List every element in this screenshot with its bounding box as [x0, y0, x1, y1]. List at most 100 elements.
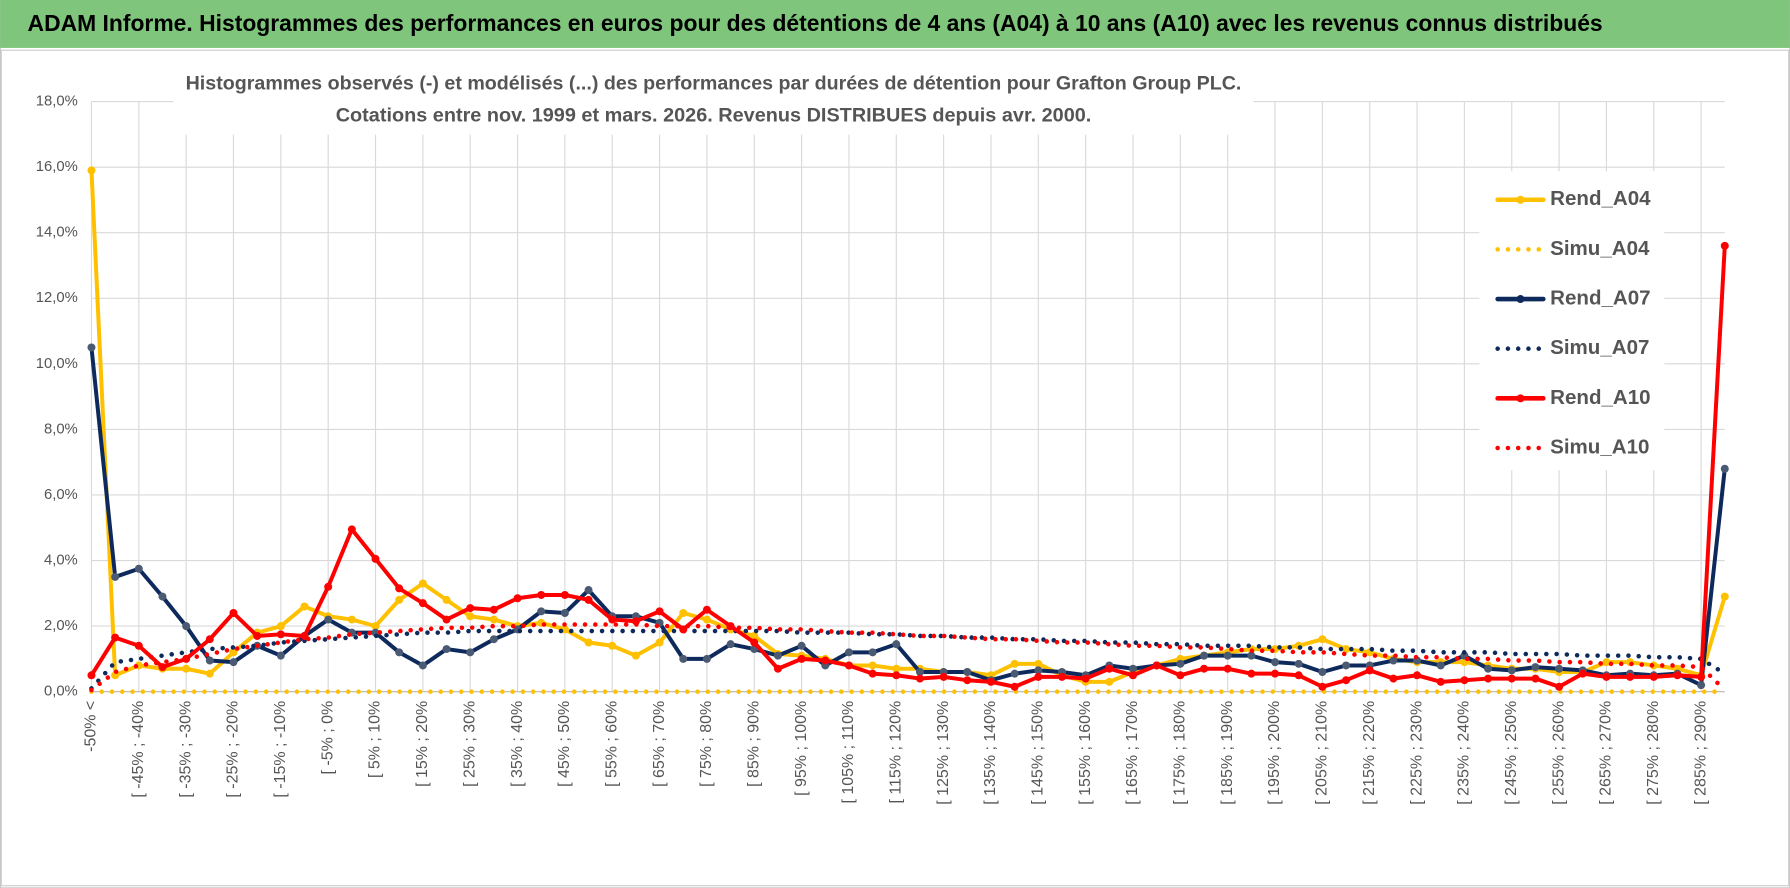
- series-marker: [939, 672, 948, 681]
- chart-title: Histogrammes observés (-) et modélisés (…: [186, 73, 1242, 95]
- series-marker: [1460, 676, 1469, 685]
- series-marker: [466, 612, 475, 621]
- x-tick-label: [ 85% ; 90%: [745, 701, 762, 787]
- series-marker: [1271, 658, 1280, 667]
- x-tick-label: -50% <: [83, 701, 100, 752]
- series-marker: [1507, 674, 1516, 683]
- series-marker: [892, 664, 901, 673]
- legend-label: Simu_A10: [1550, 435, 1649, 458]
- legend-label: Rend_A04: [1550, 187, 1651, 210]
- x-tick-label: [ 235% ; 240%: [1456, 701, 1473, 805]
- series-marker: [276, 630, 285, 639]
- series-marker: [631, 651, 640, 660]
- series-marker: [1129, 671, 1137, 680]
- series-marker: [1294, 659, 1303, 668]
- series-line: [89, 628, 1728, 691]
- series-marker: [1389, 674, 1398, 683]
- chart-border: [0, 49, 1790, 887]
- series-marker: [87, 166, 96, 175]
- series-marker: [182, 664, 191, 673]
- series-marker: [1436, 661, 1445, 670]
- series-marker: [442, 595, 451, 604]
- series-marker: [1531, 674, 1540, 683]
- series-marker: [1223, 664, 1232, 673]
- series-marker: [608, 641, 617, 650]
- series-marker: [1010, 682, 1019, 691]
- series-marker: [1697, 681, 1706, 690]
- x-tick-label: [ 125% ; 130%: [935, 701, 952, 805]
- legend-marker: [1516, 295, 1525, 304]
- y-tick-label: 16,0%: [36, 159, 78, 175]
- series-marker: [134, 641, 143, 650]
- x-tick-label: [ 5% ; 10%: [367, 701, 384, 778]
- x-tick-label: [ 115% ; 120%: [888, 701, 905, 804]
- series-marker: [844, 661, 853, 670]
- legend-marker: [1516, 394, 1525, 403]
- series-marker: [773, 664, 782, 673]
- series-marker: [1484, 664, 1493, 673]
- y-tick-label: 10,0%: [36, 356, 78, 372]
- series-marker: [395, 595, 404, 604]
- y-tick-label: 0,0%: [44, 684, 78, 700]
- series-marker: [111, 572, 120, 581]
- series-marker: [821, 656, 830, 665]
- series-line: [89, 243, 1727, 689]
- series-marker: [1555, 664, 1564, 673]
- series-marker: [1318, 682, 1327, 691]
- y-tick-label: 18,0%: [36, 94, 78, 110]
- series-marker: [1365, 666, 1374, 675]
- series-marker: [1720, 592, 1729, 601]
- series-marker: [229, 609, 238, 617]
- series-marker: [1176, 671, 1185, 680]
- x-tick-label: [ 205% ; 210%: [1314, 701, 1331, 805]
- series-marker: [513, 594, 522, 603]
- series-marker: [915, 674, 924, 683]
- series-marker: [1129, 664, 1137, 673]
- series-marker: [1247, 651, 1256, 660]
- series-marker: [655, 638, 664, 647]
- series-marker: [1105, 664, 1114, 673]
- series-marker: [868, 648, 877, 657]
- x-tick-label: [ 65% ; 70%: [651, 701, 668, 787]
- series-marker: [915, 668, 924, 677]
- series-marker: [418, 661, 427, 670]
- y-tick-label: 6,0%: [44, 487, 78, 503]
- x-tick-label: [ -5% ; 0%: [319, 701, 336, 775]
- x-tick-label: [ 215% ; 220%: [1361, 701, 1378, 805]
- series-marker: [679, 654, 688, 663]
- series-marker: [395, 584, 404, 593]
- series-marker: [229, 658, 238, 667]
- x-tick-label: [ 15% ; 20%: [414, 701, 431, 787]
- series-marker: [702, 615, 711, 624]
- series-marker: [1413, 671, 1422, 680]
- y-tick-label: 14,0%: [36, 225, 78, 241]
- legend-marker: [1516, 195, 1525, 204]
- x-tick-label: [ 225% ; 230%: [1408, 701, 1425, 805]
- series-marker: [111, 633, 120, 642]
- x-tick-label: [ -45% ; -40%: [130, 701, 147, 798]
- series-marker: [773, 651, 782, 660]
- series-marker: [205, 635, 214, 644]
- series-marker: [1034, 672, 1043, 681]
- y-tick-label: 2,0%: [44, 618, 78, 634]
- series-marker: [584, 595, 593, 604]
- series-marker: [1294, 671, 1303, 680]
- series-marker: [1223, 651, 1232, 660]
- series-marker: [371, 554, 380, 563]
- title-bg: [173, 66, 1254, 135]
- series-marker: [1200, 664, 1209, 673]
- series-marker: [1034, 666, 1043, 675]
- series-marker: [134, 564, 143, 573]
- series-marker: [560, 609, 569, 617]
- x-tick-label: [ -15% ; -10%: [272, 701, 289, 798]
- series-marker: [1318, 635, 1327, 644]
- x-tick-label: [ 155% ; 160%: [1077, 701, 1094, 805]
- series-marker: [418, 599, 427, 608]
- series-marker: [489, 605, 498, 614]
- series-marker: [608, 615, 617, 624]
- series-marker: [560, 590, 569, 599]
- series-marker: [1200, 651, 1209, 660]
- series-marker: [229, 648, 238, 657]
- legend-label: Rend_A10: [1550, 386, 1650, 409]
